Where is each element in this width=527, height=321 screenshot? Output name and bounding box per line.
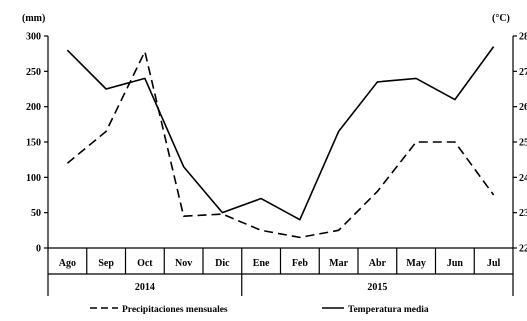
left-tick-label: 300 (26, 32, 41, 43)
category-label: Jul (487, 258, 501, 269)
right-tick-label: 26 (519, 102, 527, 113)
category-label: Ago (59, 258, 76, 269)
category-label: Abr (369, 258, 387, 269)
category-label: Feb (292, 258, 309, 269)
right-tick-label: 28 (519, 32, 527, 43)
right-tick-label: 22 (519, 244, 527, 255)
right-tick-label: 24 (519, 173, 527, 184)
plot-area: 0 50 100 150 200 250 300 22 23 24 25 26 27 28 (mm) (°C)… (22, 13, 527, 315)
left-tick-label: 100 (26, 173, 41, 184)
right-unit-label: (°C) (492, 13, 510, 24)
legend-label: Precipitaciones mensuales (122, 305, 228, 315)
category-label: May (406, 258, 425, 269)
left-unit-label: (mm) (22, 13, 45, 24)
category-label: Mar (329, 258, 348, 269)
right-tick-label: 25 (519, 138, 527, 149)
left-tick-label: 250 (26, 67, 41, 78)
left-tick-label: 150 (26, 138, 41, 149)
series-line-temperature (67, 47, 493, 220)
category-label: Dic (215, 258, 230, 269)
category-label: Jun (447, 258, 464, 269)
category-label: Oct (137, 258, 153, 269)
year-label: 2015 (367, 282, 387, 293)
right-tick-label: 23 (519, 208, 527, 219)
category-label: Sep (98, 258, 114, 269)
left-tick-label: 200 (26, 102, 41, 113)
left-tick-label: 0 (36, 244, 41, 255)
legend-label: Temperatura media (348, 305, 429, 315)
category-label: Ene (253, 258, 270, 269)
year-label: 2014 (135, 282, 155, 293)
category-label: Nov (175, 258, 192, 269)
right-tick-label: 27 (519, 67, 527, 78)
left-tick-label: 50 (31, 208, 41, 219)
